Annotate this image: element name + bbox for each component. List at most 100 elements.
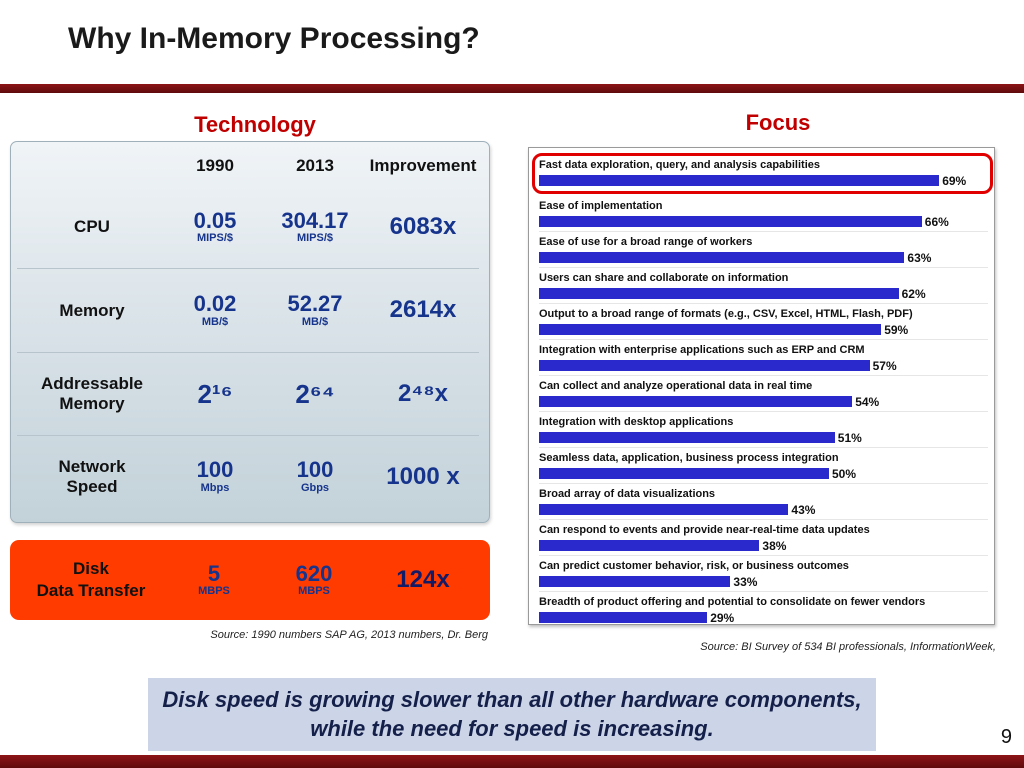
cell-1990: 5 MBPS — [166, 560, 262, 599]
bar-label: Fast data exploration, query, and analys… — [539, 159, 820, 171]
bar-row: Can respond to events and provide near-r… — [539, 519, 988, 555]
cell-improvement: 6083x — [389, 213, 457, 241]
bar-track: 69% — [539, 174, 984, 187]
bar-track: 38% — [539, 539, 988, 552]
value: 0.02 — [193, 290, 237, 316]
disk-label-line: Data Transfer — [36, 581, 146, 600]
disk-data-transfer-box: Disk Data Transfer 5 MBPS 620 MBPS 124x — [10, 540, 490, 620]
bar-value: 54% — [855, 394, 880, 409]
bar — [539, 432, 835, 443]
cell-improvement: 2⁴⁸x — [398, 379, 448, 407]
value: 100 — [296, 457, 334, 483]
cell-improvement: 1000 x — [386, 462, 460, 490]
bar — [539, 396, 853, 407]
focus-chart-items: Fast data exploration, query, and analys… — [532, 153, 993, 627]
value: 52.27 — [287, 290, 343, 316]
bar-row: Ease of implementation 66% — [539, 196, 988, 231]
bar-row: Integration with enterprise applications… — [539, 339, 988, 375]
technology-heading: Technology — [194, 112, 316, 137]
row-label: Memory — [59, 300, 125, 320]
bar — [539, 175, 940, 186]
bar-track: 57% — [539, 359, 988, 372]
bar-row-highlighted: Fast data exploration, query, and analys… — [532, 153, 993, 194]
bar-label: Can respond to events and provide near-r… — [539, 524, 870, 536]
cell-improvement: 2614x — [389, 296, 457, 324]
title-divider-bar — [0, 84, 1024, 93]
bar-row: Integration with desktop applications 51% — [539, 411, 988, 447]
bar — [539, 360, 870, 371]
table-row-memory: Memory 0.02 MB/$ 52.27 MB/$ 2614x — [17, 268, 479, 351]
bar-label: Seamless data, application, business pro… — [539, 452, 839, 464]
bar-row: Breadth of product offering and potentia… — [539, 591, 988, 627]
bar-track: 59% — [539, 323, 988, 336]
unit: Gbps — [300, 482, 330, 495]
table-header-row: 1990 2013 Improvement — [17, 146, 479, 186]
bar-row: Output to a broad range of formats (e.g.… — [539, 303, 988, 339]
bar — [539, 252, 905, 263]
bar-value: 59% — [884, 322, 909, 337]
cell-2013: 2⁶⁴ — [263, 379, 367, 407]
callout-box: Disk speed is growing slower than all ot… — [148, 678, 876, 752]
disk-label-line: Disk — [73, 558, 109, 578]
cell-1990: 0.02 MB/$ — [167, 292, 263, 329]
bar-value: 43% — [791, 502, 816, 517]
bar-track: 29% — [539, 611, 988, 624]
cell-2013: 52.27 MB/$ — [263, 292, 367, 329]
bottom-divider-bar — [0, 755, 1024, 768]
value: 2¹⁶ — [197, 378, 233, 409]
bar — [539, 504, 789, 515]
value: 0.05 — [193, 207, 237, 233]
bar — [539, 324, 882, 335]
bar-track: 43% — [539, 503, 988, 516]
bar-value: 50% — [832, 466, 857, 481]
bar-value: 57% — [872, 358, 897, 373]
bar-value: 69% — [942, 173, 967, 188]
table-row-cpu: CPU 0.05 MIPS/$ 304.17 MIPS/$ 6083x — [17, 186, 479, 268]
value: 5 — [207, 560, 221, 586]
column-header-improvement: Improvement — [369, 156, 477, 175]
bar-value: 66% — [924, 214, 949, 229]
bar-label: Integration with enterprise applications… — [539, 344, 865, 356]
bar-value: 29% — [710, 610, 735, 625]
unit: Mbps — [200, 482, 230, 495]
bar-row: Ease of use for a broad range of workers… — [539, 231, 988, 267]
bar — [539, 612, 708, 623]
bar-value: 33% — [733, 574, 758, 589]
unit: MB/$ — [301, 315, 329, 328]
bar-row: Can collect and analyze operational data… — [539, 375, 988, 411]
bar-label: Output to a broad range of formats (e.g.… — [539, 308, 913, 320]
bar-track: 66% — [539, 215, 988, 228]
bar — [539, 288, 899, 299]
bar-value: 63% — [907, 250, 932, 265]
value: 100 — [196, 457, 234, 483]
focus-chart: Fast data exploration, query, and analys… — [528, 147, 995, 625]
callout-text: Disk speed is growing slower than all ot… — [162, 687, 862, 741]
unit: MB/$ — [201, 315, 229, 328]
unit: MBPS — [298, 585, 330, 598]
bar — [539, 576, 731, 587]
bar-label: Integration with desktop applications — [539, 416, 734, 428]
bar-track: 62% — [539, 287, 988, 300]
bar-row: Broad array of data visualizations 43% — [539, 483, 988, 519]
bar-row: Users can share and collaborate on infor… — [539, 267, 988, 303]
bar — [539, 216, 922, 227]
bar-value: 62% — [901, 286, 926, 301]
bar-track: 63% — [539, 251, 988, 264]
bar-track: 33% — [539, 575, 988, 588]
value: 304.17 — [281, 207, 349, 233]
cell-2013: 304.17 MIPS/$ — [263, 207, 367, 246]
focus-heading: Focus — [745, 110, 811, 135]
column-header-2013: 2013 — [296, 156, 334, 175]
disk-label: Disk Data Transfer — [16, 558, 166, 602]
bar-label: Can predict customer behavior, risk, or … — [539, 560, 849, 572]
bar-row: Seamless data, application, business pro… — [539, 447, 988, 483]
cell-1990: 0.05 MIPS/$ — [167, 207, 263, 246]
bar-track: 54% — [539, 395, 988, 408]
technology-table: 1990 2013 Improvement CPU 0.05 MIPS/$ 30… — [10, 141, 490, 523]
bar-value: 38% — [762, 538, 787, 553]
table-row-network-speed: Network Speed 100 Mbps 100 Gbps 1000 x — [17, 434, 479, 518]
bar-row: Can predict customer behavior, risk, or … — [539, 555, 988, 591]
cell-improvement: 124x — [396, 566, 450, 593]
bar-label: Users can share and collaborate on infor… — [539, 272, 789, 284]
technology-source: Source: 1990 numbers SAP AG, 2013 number… — [210, 629, 488, 641]
